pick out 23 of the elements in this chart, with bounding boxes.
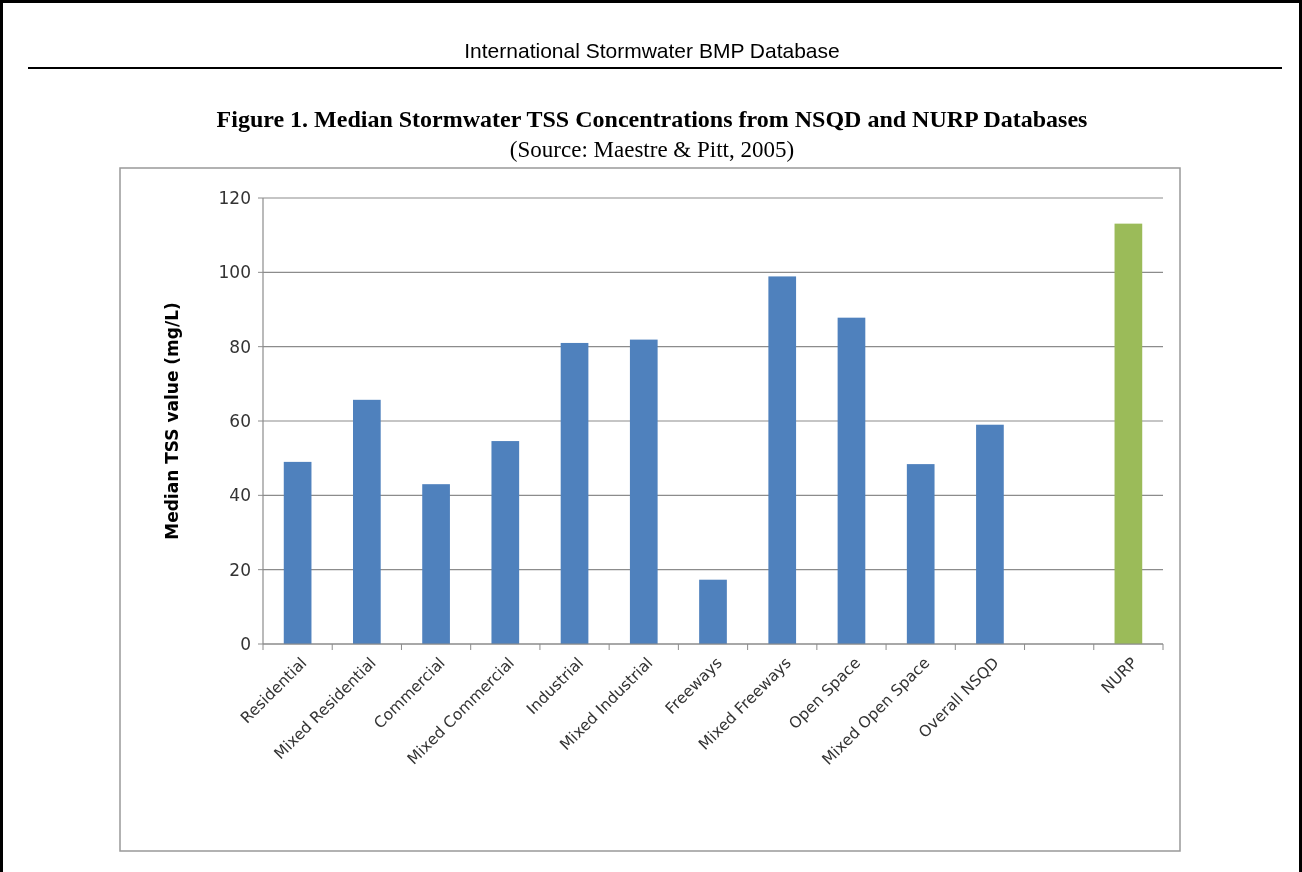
bar — [768, 276, 797, 644]
bar — [629, 339, 658, 644]
bar — [837, 317, 866, 644]
y-tick-label: 40 — [229, 485, 251, 506]
bar — [422, 484, 450, 644]
y-tick-label: 80 — [229, 336, 251, 357]
y-tick-label: 60 — [229, 410, 251, 431]
bar — [699, 579, 727, 644]
bar — [906, 464, 935, 644]
bar — [976, 424, 1004, 644]
bar — [560, 342, 589, 644]
y-tick-label: 100 — [218, 262, 251, 283]
chart-subtitle: (Source: Maestre & Pitt, 2005) — [509, 137, 795, 162]
text: International Stormwater BMP Database — [464, 39, 840, 62]
bar — [353, 399, 381, 644]
bar — [283, 461, 312, 644]
bar — [1114, 223, 1143, 644]
y-tick-label: 120 — [218, 187, 251, 208]
y-axis-title: Median TSS value (mg/L) — [162, 302, 182, 540]
bar — [491, 441, 520, 644]
y-tick-label: 20 — [229, 559, 251, 580]
y-tick-label: 0 — [240, 633, 251, 654]
chart-title: Figure 1. Median Stormwater TSS Concentrations from NSQD and NURP Databases — [216, 106, 1088, 132]
